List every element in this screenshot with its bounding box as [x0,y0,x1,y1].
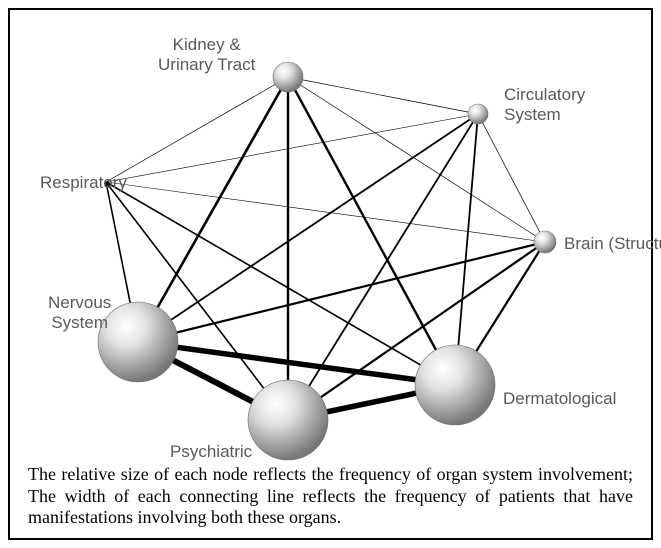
edge-kidney-nervous [138,77,288,342]
label-circulatory: CirculatorySystem [504,85,585,124]
label-resp: Respiratory [40,173,127,193]
node-brain [534,231,556,253]
network-svg [10,10,651,480]
label-derm: Dermatological [503,389,616,409]
edge-kidney-derm [288,77,455,385]
label-nervous: NervousSystem [48,293,111,332]
edge-circulatory-resp [106,114,478,182]
label-psych: Psychiatric [170,442,252,462]
node-psych [248,380,328,460]
label-kidney: Kidney &Urinary Tract [158,35,255,74]
caption-text: The relative size of each node reflects … [28,464,633,528]
edge-circulatory-nervous [138,114,478,342]
edge-brain-resp [106,182,545,242]
diagram-frame: Kidney &Urinary TractCirculatorySystemBr… [8,8,653,540]
edge-circulatory-derm [455,114,478,385]
label-brain: Brain (Structural) [564,234,661,254]
edge-brain-nervous [138,242,545,342]
edge-psych-resp [106,182,288,420]
edge-kidney-resp [106,77,288,182]
node-circulatory [468,104,488,124]
node-kidney [273,62,303,92]
edge-circulatory-brain [478,114,545,242]
node-derm [415,345,495,425]
